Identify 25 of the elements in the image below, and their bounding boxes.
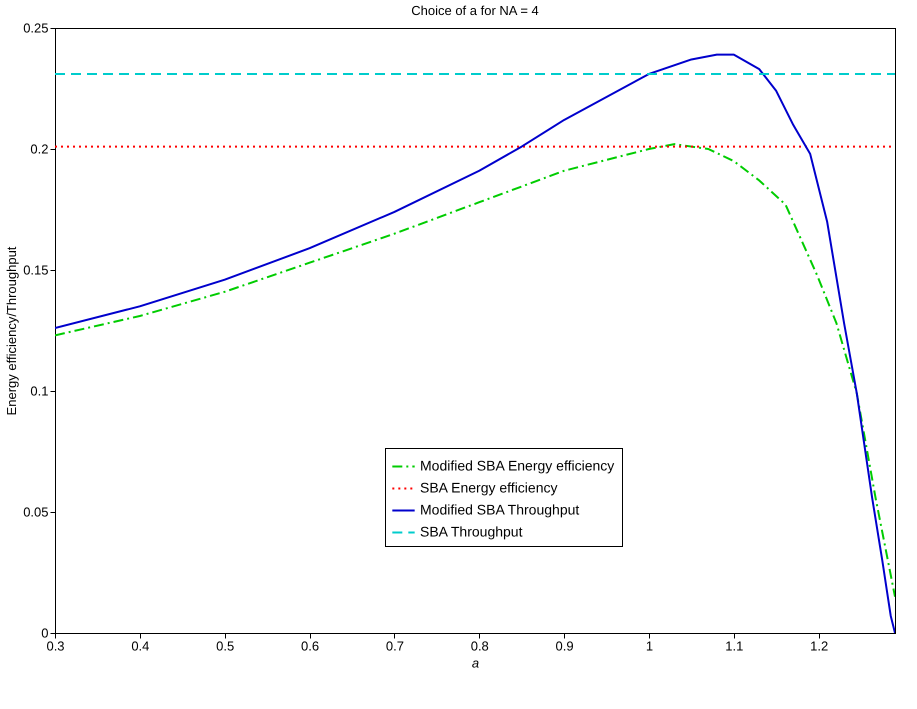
x-tick-label: 0.3 bbox=[46, 638, 65, 654]
line-series bbox=[55, 54, 895, 633]
x-tick-label: 0.9 bbox=[556, 638, 574, 654]
legend-label: SBA Throughput bbox=[420, 524, 523, 540]
y-tick-label: 0.2 bbox=[30, 142, 48, 156]
x-axis-title: a bbox=[472, 656, 480, 670]
x-tick-label: 0.5 bbox=[216, 638, 234, 654]
x-tick-label: 0.6 bbox=[301, 638, 320, 654]
chart-title: Choice of a for NA = 4 bbox=[411, 3, 539, 18]
x-tick-label: 0.7 bbox=[386, 638, 404, 654]
y-tick-label: 0.15 bbox=[23, 262, 48, 278]
legend-label: Modified SBA Energy efficiency bbox=[420, 458, 614, 474]
y-tick-label: 0.05 bbox=[23, 504, 48, 520]
y-tick-label: 0.25 bbox=[23, 20, 48, 36]
legend-label: Modified SBA Throughput bbox=[420, 502, 580, 518]
x-tick-label: 0.8 bbox=[470, 638, 489, 654]
line-series bbox=[55, 143, 895, 598]
y-tick-label: 0.1 bbox=[30, 384, 48, 398]
y-tick-label: 0 bbox=[41, 626, 48, 640]
x-tick-label: 0.4 bbox=[131, 638, 150, 654]
x-tick-label: 1.2 bbox=[810, 638, 828, 654]
x-tick-label: 1.1 bbox=[725, 638, 744, 654]
x-tick-label: 1 bbox=[646, 638, 654, 654]
y-axis-title: Energy efficiency/Throughput bbox=[4, 246, 20, 416]
legend-label: SBA Energy efficiency bbox=[420, 480, 558, 496]
